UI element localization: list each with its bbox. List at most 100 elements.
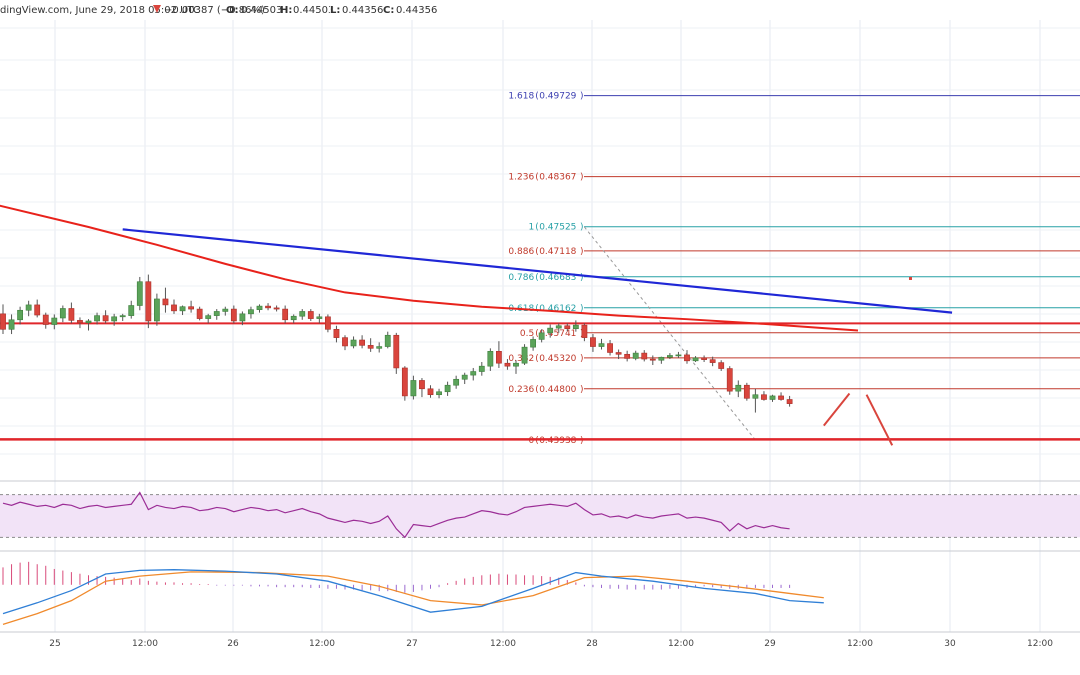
candle-body	[761, 394, 767, 400]
candlesticks	[0, 274, 793, 413]
rsi-panel	[0, 491, 1080, 539]
fib-close-paren: )	[580, 354, 584, 364]
fib-level-ratio: 0.382	[508, 354, 534, 364]
x-tick-label: 26	[227, 639, 239, 649]
fib-level-price: 0.43938	[539, 436, 576, 446]
projection-arrows[interactable]	[823, 277, 912, 446]
close-label: C:	[383, 5, 394, 16]
high-value: 0.44503	[293, 5, 334, 16]
candle-body	[171, 304, 177, 312]
candle-body	[128, 305, 135, 316]
candle-body	[401, 367, 408, 397]
candle-body	[102, 315, 109, 322]
fib-level-ratio: 0.786	[508, 273, 534, 283]
candle-body	[530, 339, 536, 348]
candle-body	[513, 362, 519, 367]
x-tick-label: 27	[406, 639, 417, 649]
fib-close-paren: )	[580, 385, 584, 395]
candle-body	[359, 339, 365, 346]
candle-body	[419, 380, 425, 390]
x-tick-label: 12:00	[847, 639, 873, 649]
candle-body	[324, 316, 331, 330]
candle-body	[350, 339, 357, 347]
candle-body	[427, 388, 434, 396]
candle-body	[581, 324, 588, 338]
candle-body	[538, 332, 545, 340]
candle-body	[658, 356, 665, 361]
candle-body	[649, 358, 656, 361]
candle-body	[376, 346, 383, 349]
candle-body	[564, 325, 571, 330]
candle-body	[179, 306, 186, 312]
fib-level-price: 0.48367	[539, 173, 576, 183]
fib-open-paren: (	[535, 92, 539, 102]
candle-body	[333, 328, 340, 338]
fib-level-ratio: 0.886	[508, 247, 534, 257]
candle-body	[59, 308, 66, 319]
candle-body	[205, 315, 212, 319]
x-tick-label: 30	[944, 639, 956, 649]
open-value: 0.44503	[241, 5, 282, 16]
candle-body	[299, 311, 306, 317]
fib-open-paren: (	[535, 247, 539, 257]
x-axis: 25 12:00 26 12:00 27 12:00 28 12:00 29 12:00 30 12:…	[49, 639, 1053, 649]
candle-body	[51, 317, 58, 325]
candle-body	[786, 399, 793, 404]
fib-level-price: 0.44800	[539, 385, 576, 395]
candle-body	[222, 308, 229, 312]
candle-body	[572, 324, 579, 330]
candle-body	[256, 305, 263, 310]
candle-body	[393, 334, 400, 369]
candle-body	[316, 316, 323, 319]
fib-level-price: 0.46162	[539, 304, 576, 314]
candle-body	[590, 337, 596, 347]
candle-body	[367, 345, 374, 349]
fib-open-paren: (	[535, 329, 539, 339]
candle-body	[77, 320, 83, 324]
support-lines[interactable]	[0, 322, 1080, 441]
candle-body	[410, 380, 417, 397]
candle-body	[290, 315, 297, 321]
price-change: −0.00387 (−0.86%)	[164, 5, 265, 16]
fib-open-paren: (	[535, 436, 539, 446]
fib-open-paren: (	[535, 385, 539, 395]
bearish-trendline	[122, 228, 953, 314]
candle-body	[624, 353, 631, 359]
x-tick-label: 28	[586, 639, 598, 649]
candle-body	[444, 384, 451, 393]
low-label: L:	[330, 5, 340, 16]
fib-level-ratio: 1.618	[508, 92, 534, 102]
header-legend-3: C: 0.44356	[383, 5, 437, 16]
candle-body	[0, 313, 6, 330]
candle-body	[555, 325, 562, 329]
fib-close-paren: )	[580, 273, 584, 283]
fib-close-paren: )	[580, 173, 584, 183]
candle-body	[265, 305, 271, 309]
candle-body	[778, 395, 784, 400]
candle-body	[42, 314, 49, 325]
candle-body	[487, 351, 494, 367]
fibonacci-retracement[interactable]: 1.6181.23610.8860.7860.6180.50.3820.2360…	[508, 92, 1080, 446]
fib-level-price: 0.49729	[539, 92, 576, 102]
candle-body	[684, 354, 690, 362]
fib-close-paren: )	[580, 92, 584, 102]
header-legend-2: L: 0.44356	[330, 0, 392, 18]
trendline[interactable]	[122, 228, 953, 314]
open-label: O:	[226, 5, 239, 16]
candle-body	[598, 343, 605, 347]
fib-open-paren: (	[535, 223, 539, 233]
candle-body	[188, 306, 194, 310]
candle-body	[718, 362, 725, 369]
fib-close-paren: )	[580, 223, 584, 233]
candle-body	[196, 308, 203, 319]
moving-average-line	[0, 204, 859, 332]
candle-body	[230, 308, 237, 322]
candle-body	[709, 359, 716, 363]
candle-body	[8, 319, 15, 330]
candle-body	[436, 391, 442, 396]
candle-body	[701, 357, 707, 360]
candle-body	[521, 346, 528, 364]
candle-body	[145, 281, 152, 322]
fib-level-price: 0.47118	[539, 247, 576, 257]
